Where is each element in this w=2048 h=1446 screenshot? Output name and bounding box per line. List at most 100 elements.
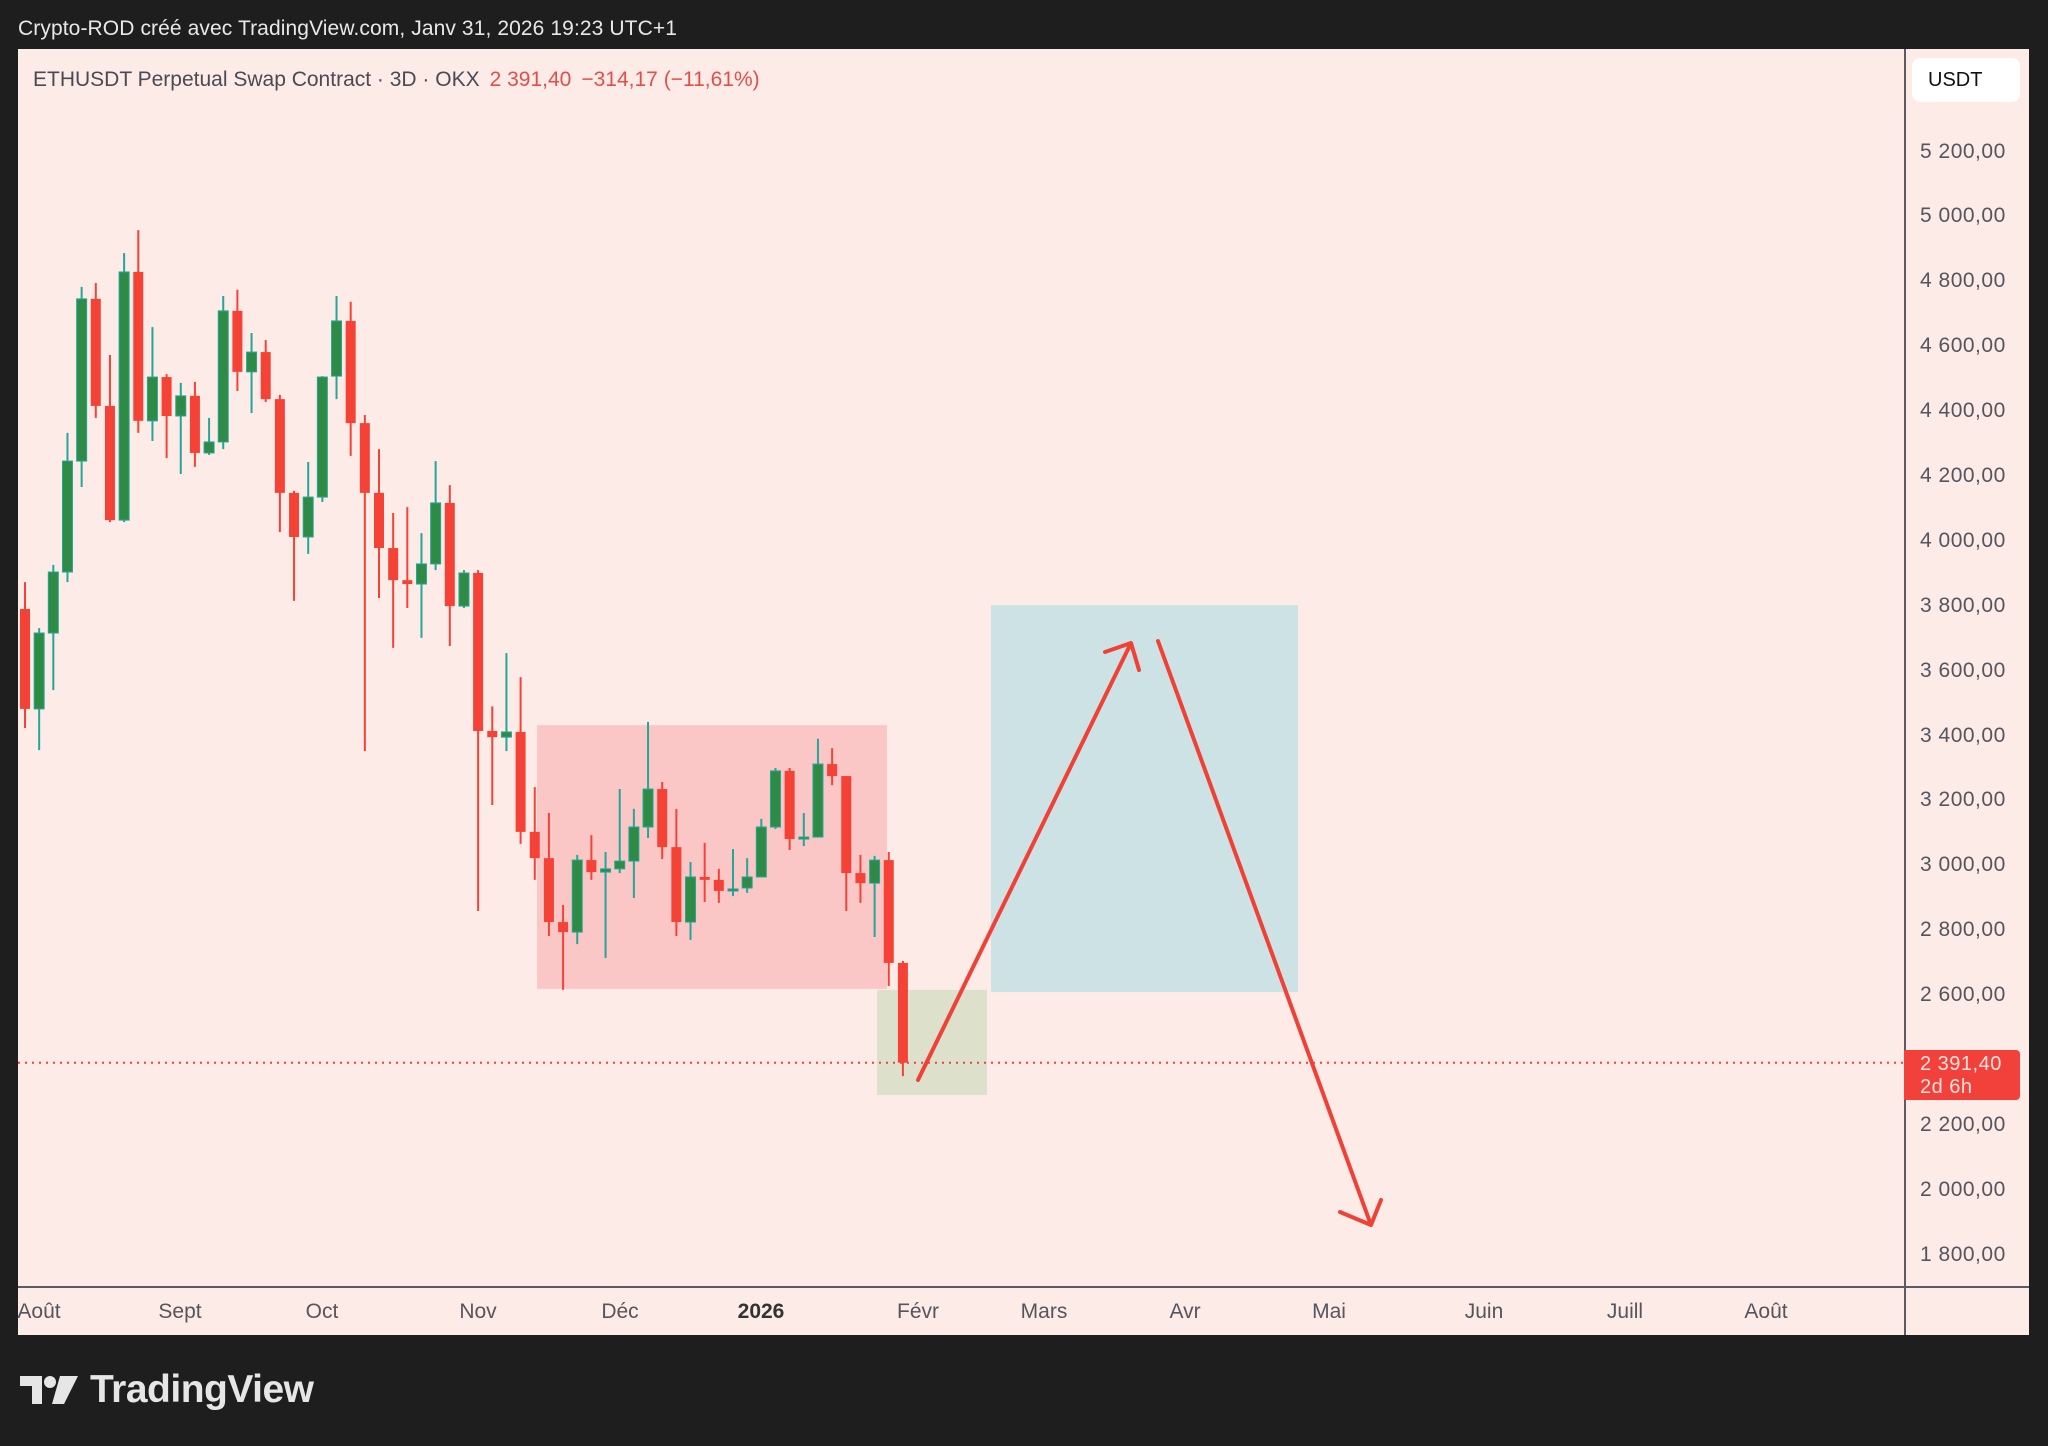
- candle: [699, 842, 710, 902]
- price-change: −314,17 (−11,61%): [581, 68, 760, 91]
- current-price-value: 2 391,40: [1920, 1053, 2002, 1075]
- price-tick-label: 4 000,00: [1920, 528, 2006, 552]
- candle: [827, 748, 838, 786]
- price-tick-label: 3 200,00: [1920, 788, 2006, 812]
- price-tick-label: 3 600,00: [1920, 658, 2006, 682]
- candle: [444, 485, 455, 646]
- time-axis-divider: [18, 1286, 2029, 1288]
- time-tick-label: Avr: [1169, 1300, 1201, 1323]
- candle: [727, 849, 739, 897]
- candle: [515, 677, 526, 844]
- price-tick-label: 3 000,00: [1920, 853, 2006, 877]
- candle: [189, 381, 200, 467]
- symbol-legend[interactable]: ETHUSDT Perpetual Swap Contract · 3D · O…: [33, 68, 760, 92]
- time-tick-label: Déc: [601, 1300, 639, 1323]
- time-tick-label: Mars: [1020, 1300, 1068, 1323]
- candle: [345, 301, 356, 456]
- time-tick-label: Juill: [1606, 1300, 1644, 1323]
- candle: [841, 776, 852, 912]
- tradingview-logo-text: TradingView: [90, 1368, 314, 1411]
- price-tick-label: 1 800,00: [1920, 1242, 2006, 1266]
- candle: [104, 354, 115, 523]
- current-price-tag: 2 391,40 2d 6h: [1904, 1050, 2020, 1100]
- candle: [628, 808, 640, 899]
- candle: [232, 289, 243, 392]
- price-tick-label: 2 600,00: [1920, 983, 2006, 1007]
- price-tick-label: 5 200,00: [1920, 139, 2006, 163]
- candle: [769, 767, 781, 829]
- symbol-title: ETHUSDT Perpetual Swap Contract · 3D · O…: [33, 68, 480, 91]
- time-tick-label: Mai: [1312, 1300, 1346, 1323]
- last-price: 2 391,40: [489, 68, 572, 91]
- candle: [657, 781, 668, 860]
- candle: [869, 855, 881, 937]
- candle: [487, 706, 498, 805]
- candle: [755, 818, 767, 878]
- candle: [671, 808, 682, 936]
- tradingview-logo-icon: [20, 1376, 78, 1404]
- candle: [274, 394, 285, 533]
- price-axis-divider: [1904, 49, 1906, 1335]
- candle: [20, 582, 30, 729]
- time-tick-label: Août: [17, 1300, 61, 1323]
- price-tick-label: 5 000,00: [1920, 204, 2006, 228]
- candle: [217, 295, 229, 450]
- candle: [812, 738, 824, 838]
- candle: [374, 449, 384, 598]
- candle: [883, 851, 894, 986]
- candle: [571, 854, 583, 945]
- price-tick-label: 4 600,00: [1920, 334, 2006, 358]
- candle: [331, 295, 343, 400]
- candle: [855, 854, 866, 903]
- candle: [246, 332, 258, 414]
- tradingview-logo[interactable]: TradingView: [20, 1368, 314, 1412]
- candle: [203, 417, 215, 455]
- time-tick-label: Oct: [305, 1300, 339, 1323]
- candle: [33, 628, 45, 751]
- candle: [76, 286, 88, 488]
- candle: [473, 570, 484, 912]
- time-tick-label: Juin: [1464, 1300, 1504, 1323]
- chart-credit: Crypto-ROD créé avec TradingView.com, Ja…: [18, 17, 677, 40]
- bar-countdown: 2d 6h: [1920, 1076, 1973, 1098]
- candle: [685, 862, 697, 940]
- arrow-drawings[interactable]: [916, 639, 1383, 1227]
- candle: [642, 721, 654, 839]
- candle: [458, 570, 470, 609]
- candle: [161, 374, 172, 459]
- target-box[interactable]: [991, 605, 1298, 993]
- candle: [430, 461, 442, 571]
- candle: [586, 835, 597, 880]
- candle: [133, 230, 144, 433]
- price-tick-label: 2 800,00: [1920, 918, 2006, 942]
- price-tick-label: 2 000,00: [1920, 1177, 2006, 1201]
- down-arrow: [1156, 639, 1383, 1227]
- time-tick-label: Sept: [158, 1300, 202, 1323]
- time-tick-label: Nov: [459, 1300, 497, 1323]
- candle: [614, 789, 626, 874]
- candle: [359, 415, 370, 752]
- price-tick-label: 4 400,00: [1920, 399, 2006, 423]
- price-tick-label: 3 400,00: [1920, 723, 2006, 747]
- candle: [260, 340, 271, 403]
- candle: [146, 327, 158, 441]
- candles: [20, 230, 908, 1077]
- support-box[interactable]: [877, 989, 987, 1095]
- price-tick-label: 4 200,00: [1920, 464, 2006, 487]
- price-tick-label: 3 800,00: [1920, 593, 2006, 617]
- drawing-layer: [537, 605, 1298, 1095]
- candle: [302, 462, 314, 554]
- candle: [798, 813, 810, 847]
- candle: [118, 253, 130, 523]
- candle: [47, 564, 59, 691]
- time-tick-label: Août: [1744, 1300, 1788, 1323]
- candle: [600, 851, 612, 959]
- candle: [61, 432, 73, 583]
- candle: [543, 813, 554, 936]
- currency-button[interactable]: USDT: [1912, 58, 2020, 102]
- candle: [289, 490, 300, 601]
- time-tick-label: 2026: [737, 1300, 785, 1323]
- candle: [784, 767, 795, 851]
- price-tick-label: 4 800,00: [1920, 269, 2006, 293]
